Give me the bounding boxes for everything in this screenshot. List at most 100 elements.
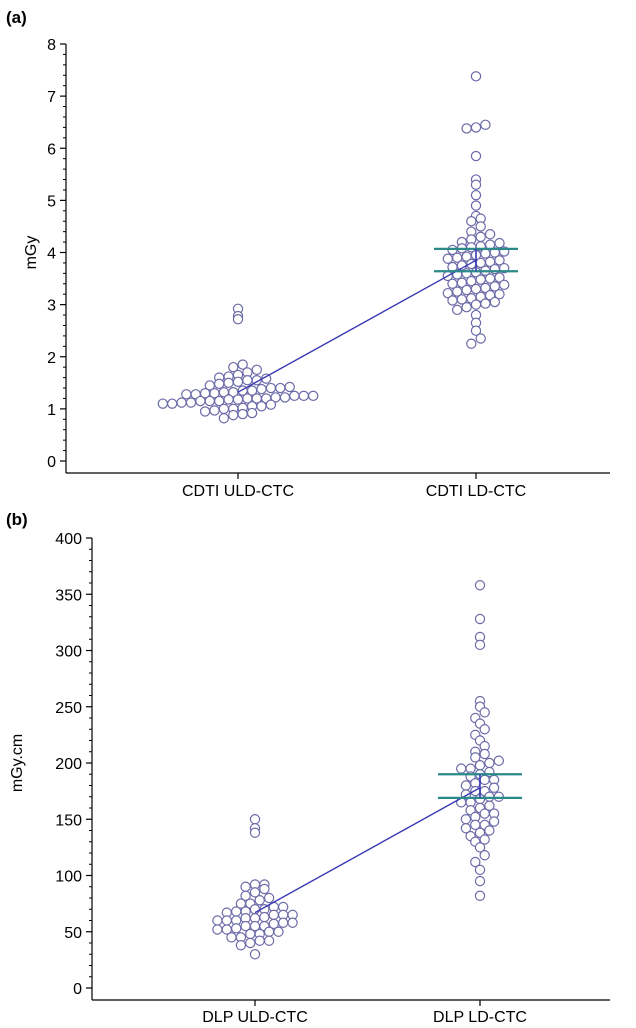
- data-point: [263, 935, 275, 946]
- data-point: [475, 274, 486, 285]
- data-point: [456, 797, 467, 808]
- data-point: [494, 289, 505, 300]
- data-point: [268, 909, 279, 921]
- x-tick-label: DLP LD-CTC: [433, 1009, 527, 1026]
- data-point: [479, 724, 490, 735]
- data-point: [470, 179, 482, 190]
- data-point: [240, 881, 251, 892]
- y-tick-label: 250: [55, 700, 82, 717]
- data-point: [254, 935, 265, 946]
- data-point: [204, 395, 215, 407]
- data-point: [254, 895, 265, 906]
- data-point: [263, 892, 275, 904]
- data-point: [474, 864, 486, 876]
- data-point: [245, 928, 256, 940]
- data-point: [494, 272, 505, 283]
- y-tick-label: 6: [47, 141, 56, 158]
- data-point: [287, 917, 298, 928]
- data-point: [466, 338, 477, 349]
- y-tick-label: 0: [73, 981, 82, 998]
- data-point: [256, 383, 267, 395]
- data-point: [475, 231, 486, 243]
- data-point: [460, 814, 472, 825]
- y-axis-label: mGy.cm: [9, 734, 26, 792]
- data-point: [470, 299, 482, 310]
- data-point: [209, 405, 220, 416]
- data-point: [470, 150, 482, 162]
- data-point: [221, 915, 232, 926]
- mean-line: [254, 787, 481, 914]
- data-point: [249, 949, 261, 960]
- data-point: [494, 255, 505, 266]
- data-point: [278, 917, 289, 928]
- y-tick-label: 400: [55, 531, 82, 548]
- data-point: [474, 842, 486, 853]
- data-point: [308, 390, 319, 402]
- data-point: [479, 748, 490, 760]
- chart-b-svg: 0 50 100 150 200 250 300 350 400 mGy.cm DLP ULD-CT…: [9, 531, 610, 1026]
- data-point: [484, 791, 495, 802]
- data-point: [480, 298, 491, 309]
- data-point: [479, 774, 490, 786]
- data-point: [484, 757, 495, 769]
- data-point: [265, 382, 277, 394]
- data-point: [218, 413, 230, 424]
- data-point: [461, 302, 472, 313]
- data-point: [489, 296, 500, 308]
- data-point: [242, 375, 253, 386]
- y-tick-label: 150: [55, 812, 82, 829]
- data-point: [452, 304, 463, 316]
- data-point: [480, 119, 491, 130]
- x-tick-label: CDTI ULD-CTC: [182, 483, 294, 500]
- data-point: [284, 381, 295, 393]
- data-point: [240, 890, 251, 901]
- data-point: [493, 755, 504, 766]
- y-tick-label: 3: [47, 298, 56, 315]
- data-point: [259, 911, 270, 923]
- panel-label-a: (a): [6, 8, 27, 27]
- data-point: [251, 364, 262, 375]
- mean-line: [237, 259, 477, 393]
- data-point: [218, 403, 230, 415]
- data-point: [470, 71, 482, 82]
- data-point: [230, 906, 242, 917]
- data-point: [488, 816, 500, 827]
- data-point: [232, 394, 244, 405]
- chart-panel-b: (b) 0 50 100 150 200 250 300 350 400 mGy.cm DLP UL…: [0, 510, 636, 1028]
- data-point: [479, 834, 490, 845]
- data-point: [228, 409, 239, 421]
- data-point: [470, 856, 481, 868]
- data-point: [474, 639, 486, 651]
- data-point: [456, 763, 467, 774]
- y-tick-label: 350: [55, 587, 82, 604]
- x-tick-label: DLP ULD-CTC: [202, 1009, 308, 1026]
- data-point: [484, 800, 495, 811]
- data-point: [447, 295, 458, 306]
- data-point: [494, 237, 505, 249]
- data-point: [470, 200, 482, 211]
- data-point: [289, 390, 300, 402]
- data-point: [479, 808, 490, 819]
- x-tick-label: CDTI LD-CTC: [426, 483, 526, 500]
- data-point: [470, 189, 482, 201]
- data-point: [489, 263, 500, 275]
- data-point: [275, 382, 286, 394]
- data-point: [273, 926, 284, 937]
- y-tick-label: 4: [47, 246, 56, 263]
- data-point: [199, 406, 211, 417]
- data-point: [461, 123, 472, 134]
- data-point: [245, 937, 256, 949]
- data-point: [474, 890, 486, 901]
- y-tick-label: 0: [47, 454, 56, 471]
- data-point: [259, 883, 270, 895]
- y-tick-label: 100: [55, 869, 82, 886]
- data-point: [195, 395, 206, 407]
- data-point: [460, 780, 472, 791]
- y-tick-label: 5: [47, 193, 56, 210]
- data-point: [246, 407, 258, 419]
- data-point: [279, 392, 291, 403]
- data-point: [166, 398, 178, 409]
- data-point: [232, 314, 244, 325]
- data-point: [263, 926, 275, 937]
- data-point: [460, 823, 472, 834]
